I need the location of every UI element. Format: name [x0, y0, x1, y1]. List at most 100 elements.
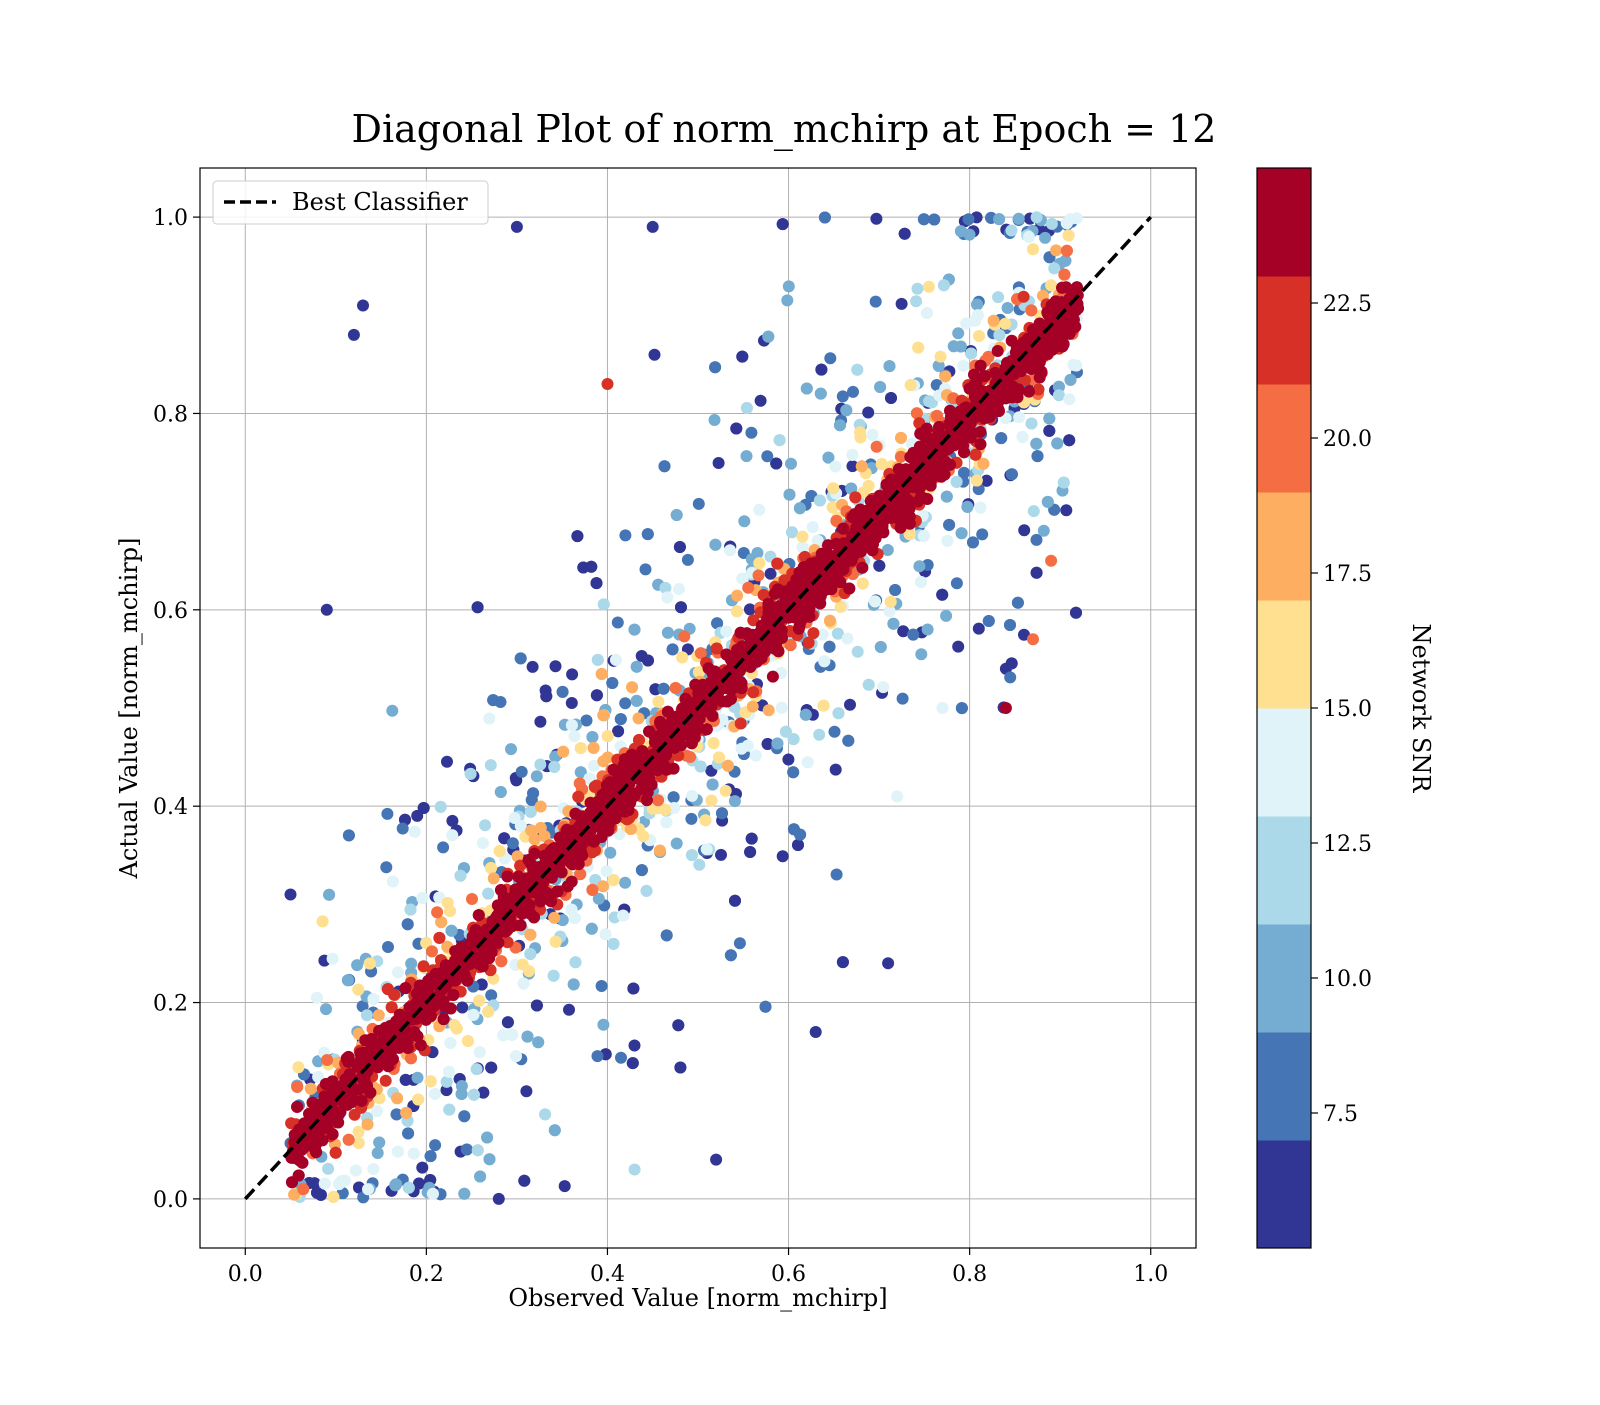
scatter-point [736, 351, 748, 363]
scatter-point [458, 1188, 470, 1200]
scatter-point [321, 1054, 333, 1066]
scatter-point [602, 730, 614, 742]
scatter-point [520, 1085, 532, 1097]
scatter-point [771, 738, 783, 750]
scatter-point [1039, 232, 1051, 244]
scatter-point [387, 876, 399, 888]
scatter-point [830, 764, 842, 776]
scatter-point [659, 460, 671, 472]
scatter-point [1023, 386, 1035, 398]
scatter-point [532, 1036, 544, 1048]
scatter-point [659, 804, 671, 816]
scatter-point [842, 735, 854, 747]
scatter-point [940, 610, 952, 622]
scatter-point [722, 760, 734, 772]
scatter-point [667, 643, 679, 655]
scatter-point [885, 392, 897, 404]
scatter-point [548, 761, 560, 773]
scatter-point [381, 808, 393, 820]
scatter-point [631, 661, 643, 673]
scatter-point [617, 910, 629, 922]
scatter-point [305, 1083, 317, 1095]
scatter-point [701, 843, 713, 855]
scatter-point [951, 476, 963, 488]
scatter-point [752, 547, 764, 559]
scatter-point [412, 1072, 424, 1084]
scatter-point [720, 625, 732, 637]
scatter-point [485, 1062, 497, 1074]
scatter-point [972, 309, 984, 321]
scatter-point [652, 794, 664, 806]
scatter-point [668, 791, 680, 803]
scatter-point [827, 482, 839, 494]
scatter-point [847, 386, 859, 398]
scatter-point [495, 696, 507, 708]
scatter-point [550, 936, 562, 948]
scatter-point [472, 601, 484, 613]
scatter-point [928, 214, 940, 226]
scatter-point [1063, 393, 1075, 405]
scatter-point [568, 978, 580, 990]
scatter-point [655, 719, 667, 731]
scatter-point [654, 845, 666, 857]
scatter-point [531, 770, 543, 782]
scatter-point [291, 1081, 303, 1093]
scatter-point [320, 1003, 332, 1015]
scatter-point [597, 1019, 609, 1031]
scatter-point [330, 1147, 342, 1159]
scatter-point [1000, 702, 1012, 714]
scatter-point [441, 756, 453, 768]
scatter-point [974, 502, 986, 514]
scatter-point [693, 498, 705, 510]
scatter-point [380, 861, 392, 873]
scatter-point [608, 938, 620, 950]
scatter-point [612, 725, 624, 737]
scatter-point [495, 955, 507, 967]
scatter-point [658, 759, 670, 771]
scatter-point [783, 280, 795, 292]
scatter-point [380, 1075, 392, 1087]
scatter-point [501, 871, 513, 883]
scatter-point [510, 1050, 522, 1062]
scatter-point [591, 577, 603, 589]
scatter-point [433, 932, 445, 944]
scatter-point [882, 544, 894, 556]
scatter-point [493, 1193, 505, 1205]
scatter-point [585, 797, 597, 809]
scatter-point [1018, 291, 1030, 303]
scatter-point [548, 970, 560, 982]
scatter-point [1013, 411, 1025, 423]
scatter-point [763, 704, 775, 716]
scatter-point [993, 213, 1005, 225]
scatter-point [753, 569, 765, 581]
scatter-point [570, 956, 582, 968]
scatter-point [802, 756, 814, 768]
scatter-point [671, 838, 683, 850]
scatter-point [631, 695, 643, 707]
scatter-point [522, 1031, 534, 1043]
scatter-point [455, 870, 467, 882]
scatter-point [937, 702, 949, 714]
scatter-point [413, 1178, 425, 1190]
scatter-point [939, 370, 951, 382]
scatter-point [1050, 244, 1062, 256]
scatter-point [801, 383, 813, 395]
scatter-point [619, 529, 631, 541]
scatter-point [914, 441, 926, 453]
scatter-point [746, 833, 758, 845]
scatter-point [409, 826, 421, 838]
scatter-point [923, 281, 935, 293]
scatter-point [774, 434, 786, 446]
scatter-point [357, 300, 369, 312]
scatter-point [311, 1187, 323, 1199]
scatter-point [317, 915, 329, 927]
scatter-point [715, 849, 727, 861]
scatter-point [842, 633, 854, 645]
scatter-point [600, 928, 612, 940]
scatter-point [566, 668, 578, 680]
scatter-point [569, 808, 581, 820]
scatter-point [1070, 360, 1082, 372]
scatter-point [818, 700, 830, 712]
scatter-point [598, 598, 610, 610]
scatter-point [474, 1171, 486, 1183]
